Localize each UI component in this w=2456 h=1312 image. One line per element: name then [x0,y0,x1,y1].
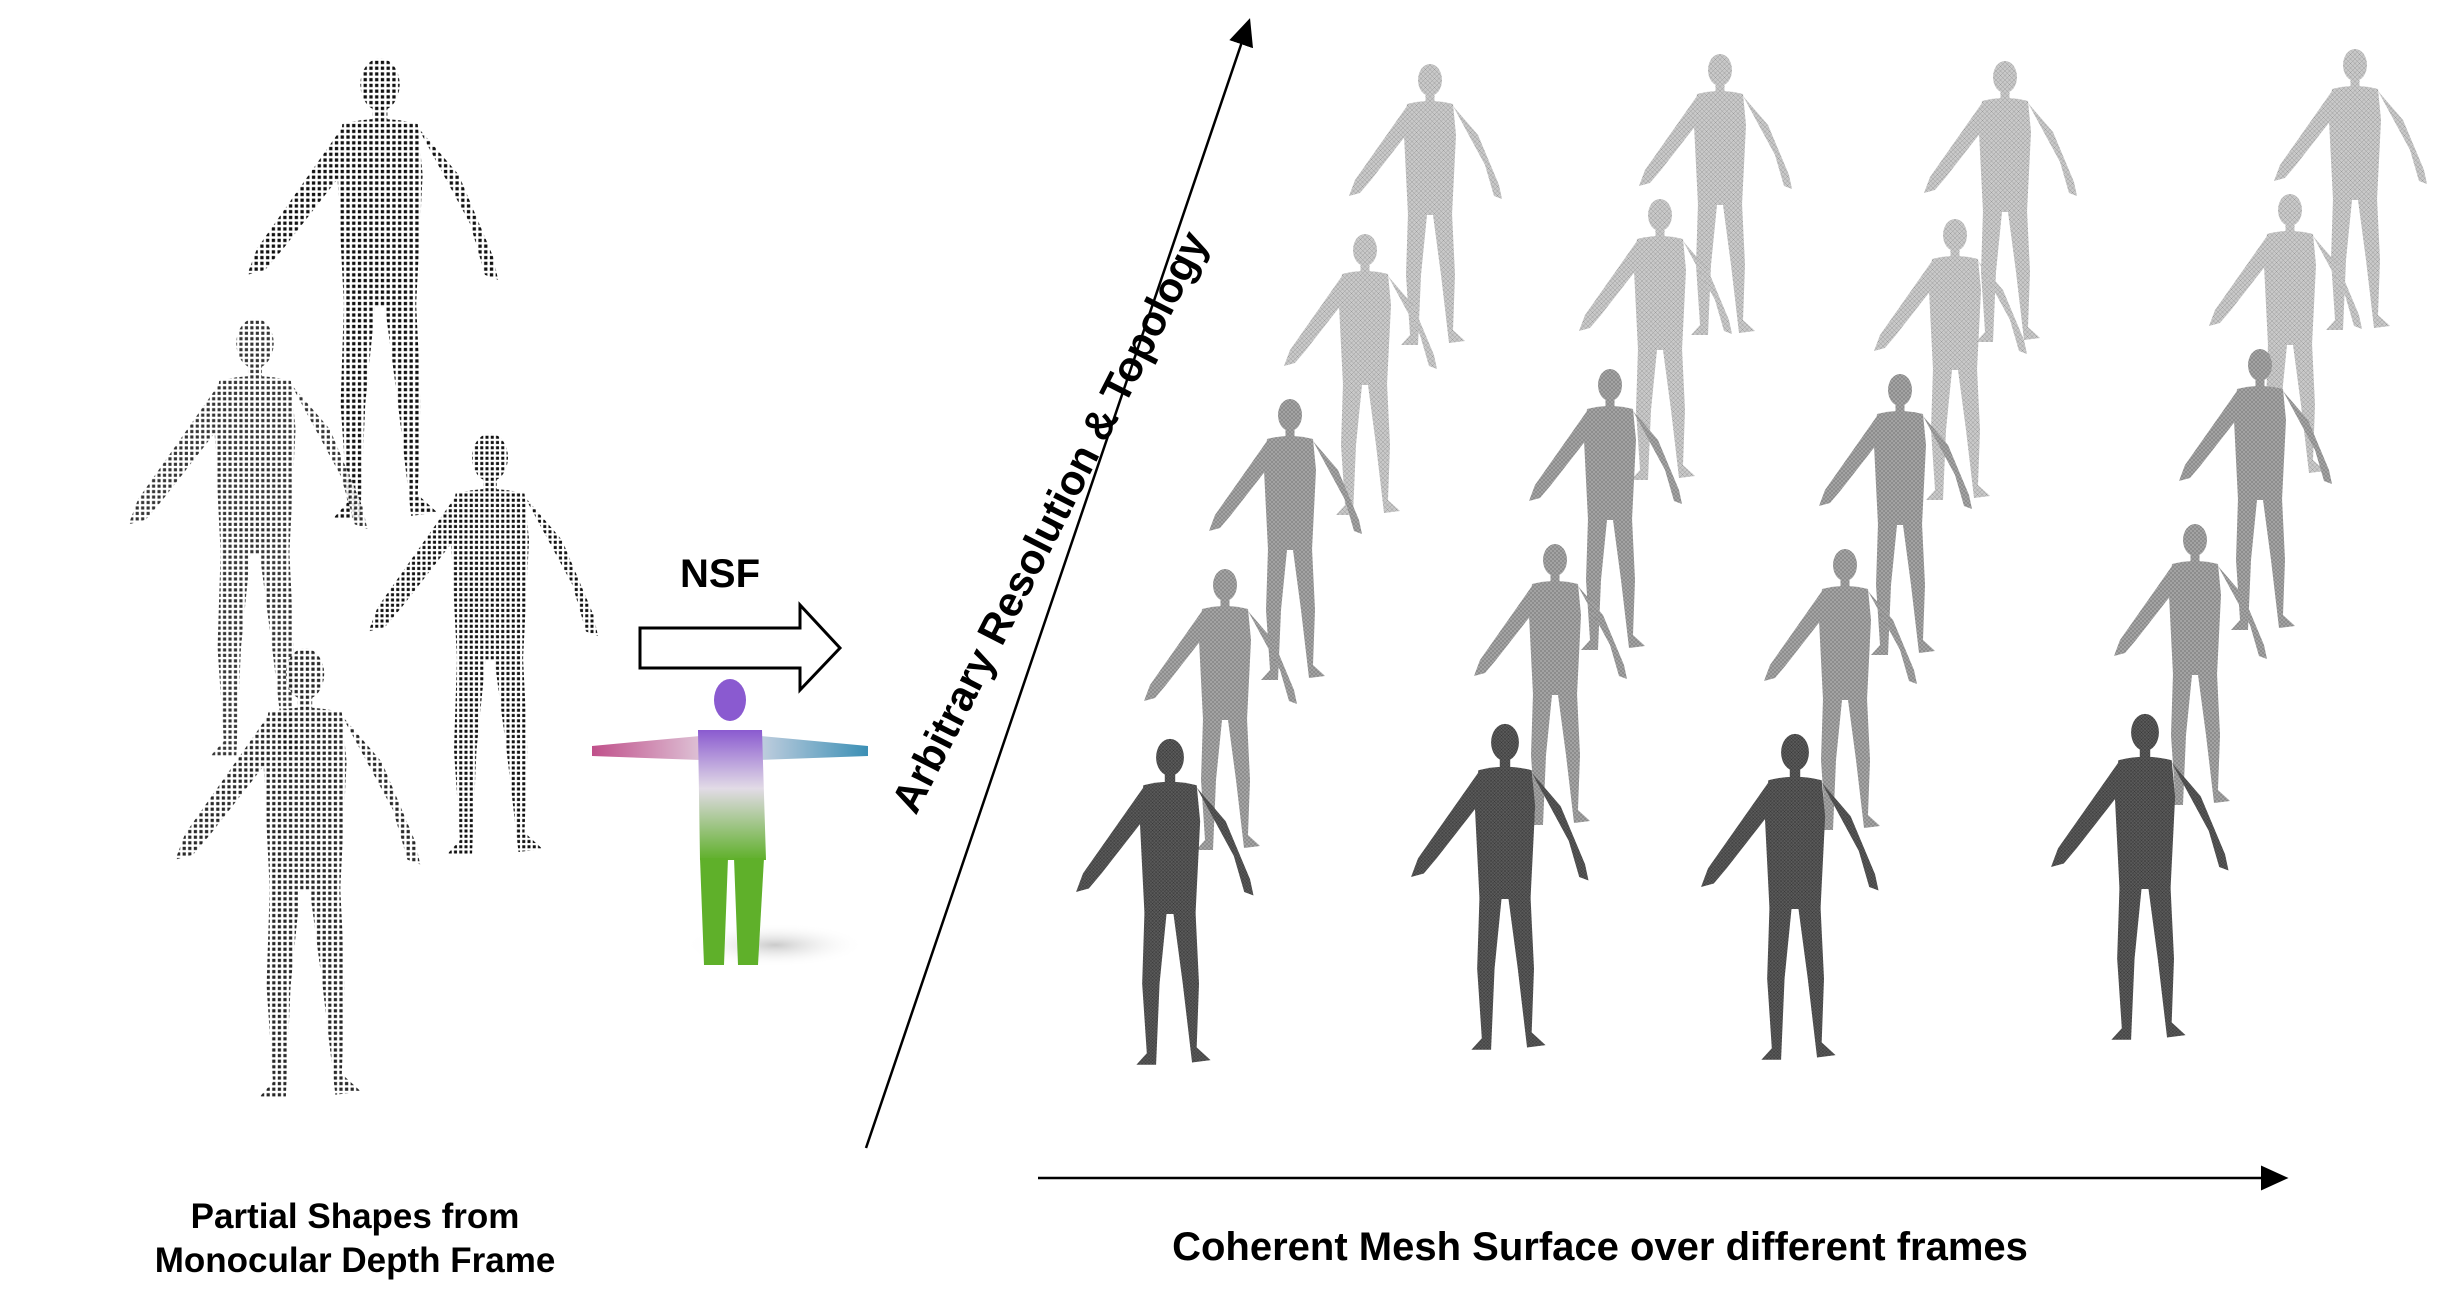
method-label: NSF [680,552,760,596]
mesh-figure [1701,733,1879,1060]
vertical-axis-arrow [864,18,1254,1149]
mesh-figure [2051,713,2229,1040]
left-caption-line-1: Partial Shapes from [190,1197,520,1236]
left-caption: Partial Shapes from Monocular Depth Fram… [90,1195,620,1283]
partial-shape-figure [128,318,368,757]
partial-shape-figure [368,433,598,855]
mesh-surfaces-grid [1076,49,2427,1065]
partial-shapes-group [128,58,598,1098]
mesh-figure [1076,738,1254,1065]
nsf-arrow [638,601,843,694]
partial-shape-figure [175,648,421,1098]
right-caption: Coherent Mesh Surface over different fra… [1172,1225,2028,1269]
left-caption-line-2: Monocular Depth Frame [154,1241,556,1280]
canonical-body [592,679,868,967]
mesh-figure [1411,723,1589,1050]
